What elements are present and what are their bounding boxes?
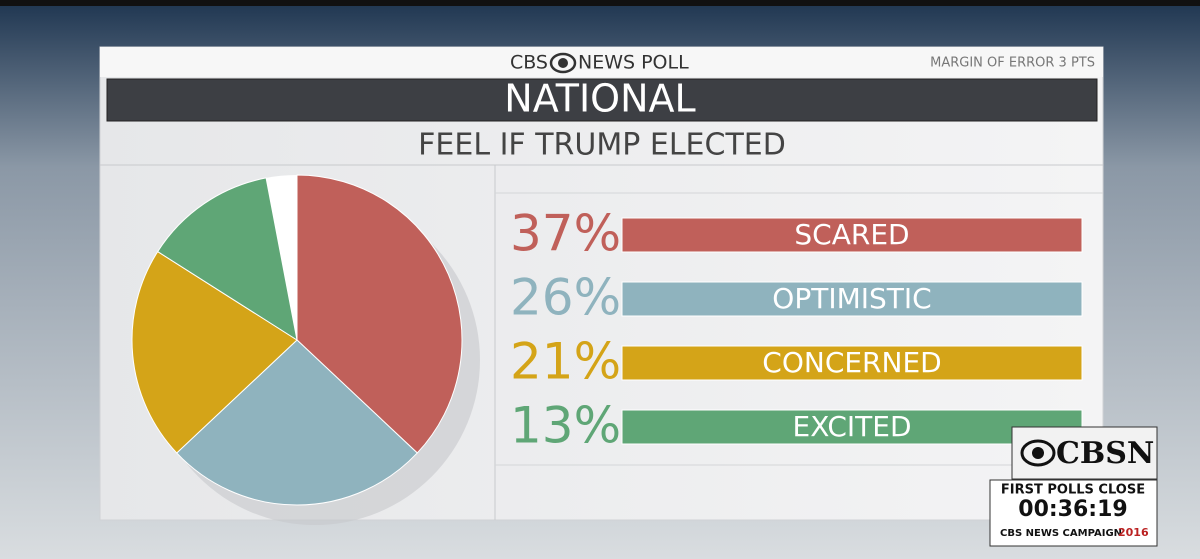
pie-slice <box>156 177 298 342</box>
legend-bar <box>621 217 1083 253</box>
cbsn-bug: CBSN FIRST POLLS CLOSE 00:36:19 CBS NEWS… <box>989 426 1158 547</box>
bug-countdown: 00:36:19 <box>1018 497 1127 522</box>
top-bar <box>0 0 1200 6</box>
bug-eye <box>1020 439 1056 467</box>
bug-year: 2016 <box>1118 526 1149 539</box>
legend-label: OPTIMISTIC <box>772 282 931 315</box>
legend-bar <box>621 281 1083 317</box>
value-label: 26% <box>510 269 621 327</box>
margin-note: MARGIN OF ERROR 3 PTS <box>930 56 1095 71</box>
bug-campaign: CBS NEWS CAMPAIGN <box>1000 528 1122 539</box>
legend-label: CONCERNED <box>762 346 941 379</box>
header-band <box>100 47 1103 77</box>
bug-network: CBSN <box>1056 436 1154 471</box>
value-label: 13% <box>510 397 621 455</box>
pie-slice <box>176 339 418 506</box>
bug-box <box>989 479 1158 547</box>
legend-bar <box>621 345 1083 381</box>
value-label: 21% <box>510 333 621 391</box>
region: NATIONAL <box>504 77 695 121</box>
region-bar <box>106 78 1098 122</box>
cbs-eye <box>549 52 577 74</box>
bug-headline: FIRST POLLS CLOSE <box>1001 483 1145 498</box>
pie-slice <box>131 250 298 454</box>
brand-suffix: NEWS POLL <box>578 52 689 74</box>
legend: 37% SCARED 26% OPTIMISTIC 21% CONCERNED 13% EXC… <box>510 205 1083 455</box>
legend-label: SCARED <box>794 218 909 251</box>
bug-eye-pupil <box>1032 447 1044 459</box>
pie-slice <box>296 174 463 454</box>
chart-title: FEEL IF TRUMP ELECTED <box>418 128 786 163</box>
legend-label: EXCITED <box>793 410 912 443</box>
value-label: 37% <box>510 205 621 263</box>
pie <box>131 174 480 525</box>
brand: CBS <box>510 52 548 74</box>
legend-bar <box>621 409 1083 445</box>
